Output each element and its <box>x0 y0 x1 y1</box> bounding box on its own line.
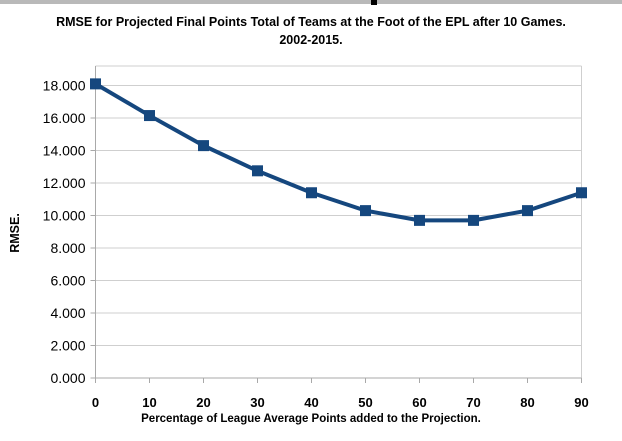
y-tick-label: 14.000 <box>43 143 86 159</box>
x-tick-label: 0 <box>92 395 99 410</box>
window-edge-notch <box>371 0 377 5</box>
chart-title-line1: RMSE for Projected Final Points Total of… <box>56 15 566 29</box>
y-tick-label: 0.000 <box>50 370 85 386</box>
y-tick-label: 12.000 <box>43 175 86 191</box>
data-point-marker <box>198 140 209 152</box>
window-edge-bar <box>0 0 622 5</box>
x-tick-label: 20 <box>196 395 210 410</box>
x-tick-label: 60 <box>412 395 426 410</box>
y-tick-label: 8.000 <box>50 240 85 256</box>
data-point-marker <box>360 205 371 217</box>
x-tick-label: 10 <box>142 395 156 410</box>
y-tick-label: 2.000 <box>50 338 85 354</box>
data-point-marker <box>306 187 317 199</box>
data-point-marker <box>252 165 263 177</box>
x-tick-label: 40 <box>304 395 318 410</box>
x-tick-label: 90 <box>574 395 588 410</box>
data-point-marker <box>414 214 425 226</box>
x-tick-label: 30 <box>250 395 264 410</box>
data-point-marker <box>90 78 101 90</box>
data-point-marker <box>576 187 587 199</box>
y-tick-label: 4.000 <box>50 305 85 321</box>
y-tick-label: 6.000 <box>50 273 85 289</box>
y-tick-label: 16.000 <box>43 110 86 126</box>
x-tick-label: 80 <box>520 395 534 410</box>
data-point-marker <box>468 214 479 226</box>
chart-title-line2: 2002-2015. <box>279 33 343 47</box>
x-tick-label: 70 <box>466 395 480 410</box>
y-tick-label: 10.000 <box>43 208 86 224</box>
chart-title: RMSE for Projected Final Points Total of… <box>0 13 622 49</box>
x-tick-label: 50 <box>358 395 372 410</box>
data-point-marker <box>144 110 155 122</box>
data-line <box>93 81 584 223</box>
y-tick-label: 18.000 <box>43 78 86 94</box>
data-point-marker <box>522 205 533 217</box>
x-axis-title: Percentage of League Average Points adde… <box>141 413 481 425</box>
